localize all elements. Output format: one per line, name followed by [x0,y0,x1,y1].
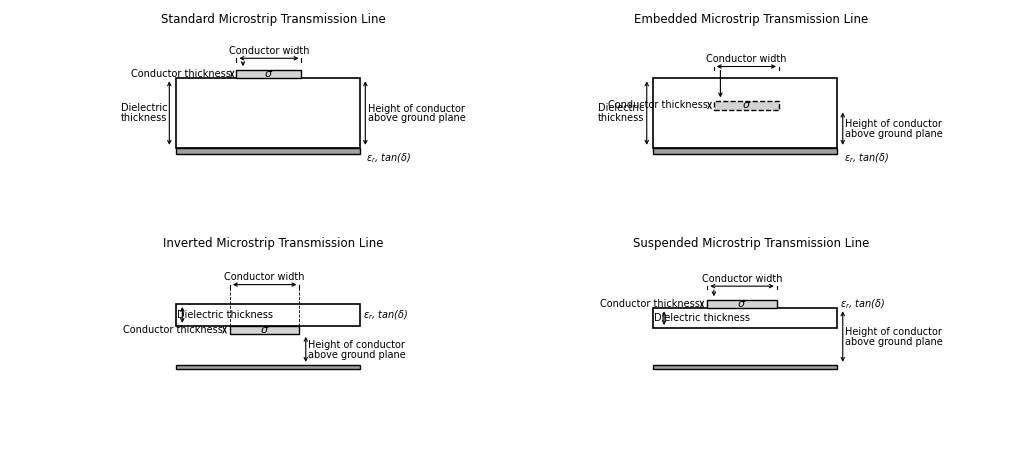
Text: $\varepsilon_r$, tan($\delta$): $\varepsilon_r$, tan($\delta$) [362,308,408,322]
Text: $\sigma$: $\sigma$ [260,325,269,335]
Text: Conductor width: Conductor width [701,274,782,284]
Bar [237,70,301,79]
Text: Conductor thickness: Conductor thickness [600,299,700,309]
Bar [653,365,838,369]
Bar [653,148,838,154]
Text: thickness: thickness [598,113,644,123]
Text: Height of conductor: Height of conductor [846,119,942,129]
Text: $\sigma$: $\sigma$ [741,100,751,110]
Bar [176,365,359,369]
Text: Dielectric: Dielectric [121,103,167,113]
Text: Conductor thickness: Conductor thickness [130,69,230,79]
Text: Dielectric thickness: Dielectric thickness [177,310,273,320]
Text: Conductor width: Conductor width [707,54,786,64]
Text: Conductor thickness: Conductor thickness [608,100,708,110]
Text: Dielectric thickness: Dielectric thickness [654,313,751,323]
Text: Height of conductor: Height of conductor [308,340,406,350]
Text: Suspended Microstrip Transmission Line: Suspended Microstrip Transmission Line [633,237,869,250]
Text: above ground plane: above ground plane [846,129,943,139]
Text: Conductor thickness: Conductor thickness [123,325,223,335]
Bar [708,300,776,308]
Bar [714,101,779,109]
Text: Height of conductor: Height of conductor [368,104,465,114]
Text: $\sigma$: $\sigma$ [264,69,273,79]
Text: Height of conductor: Height of conductor [846,327,942,337]
Bar [176,148,359,154]
Text: $\varepsilon_r$, tan($\delta$): $\varepsilon_r$, tan($\delta$) [844,152,889,165]
Text: Conductor width: Conductor width [228,46,309,56]
Bar [230,326,299,334]
Text: Embedded Microstrip Transmission Line: Embedded Microstrip Transmission Line [634,14,867,26]
Text: above ground plane: above ground plane [308,350,407,360]
Text: Conductor width: Conductor width [224,272,305,282]
Text: Inverted Microstrip Transmission Line: Inverted Microstrip Transmission Line [163,237,384,250]
Text: above ground plane: above ground plane [368,114,466,123]
Bar [176,304,359,326]
Text: $\varepsilon_r$, tan($\delta$): $\varepsilon_r$, tan($\delta$) [367,152,412,165]
Text: $\varepsilon_r$, tan($\delta$): $\varepsilon_r$, tan($\delta$) [840,297,885,311]
Bar [653,79,838,148]
Text: $\sigma$: $\sigma$ [737,299,746,309]
Text: Dielectric: Dielectric [598,103,644,113]
Bar [176,79,359,148]
Text: above ground plane: above ground plane [846,337,943,347]
Text: Standard Microstrip Transmission Line: Standard Microstrip Transmission Line [161,14,386,26]
Text: thickness: thickness [121,113,167,123]
Bar [653,308,838,328]
